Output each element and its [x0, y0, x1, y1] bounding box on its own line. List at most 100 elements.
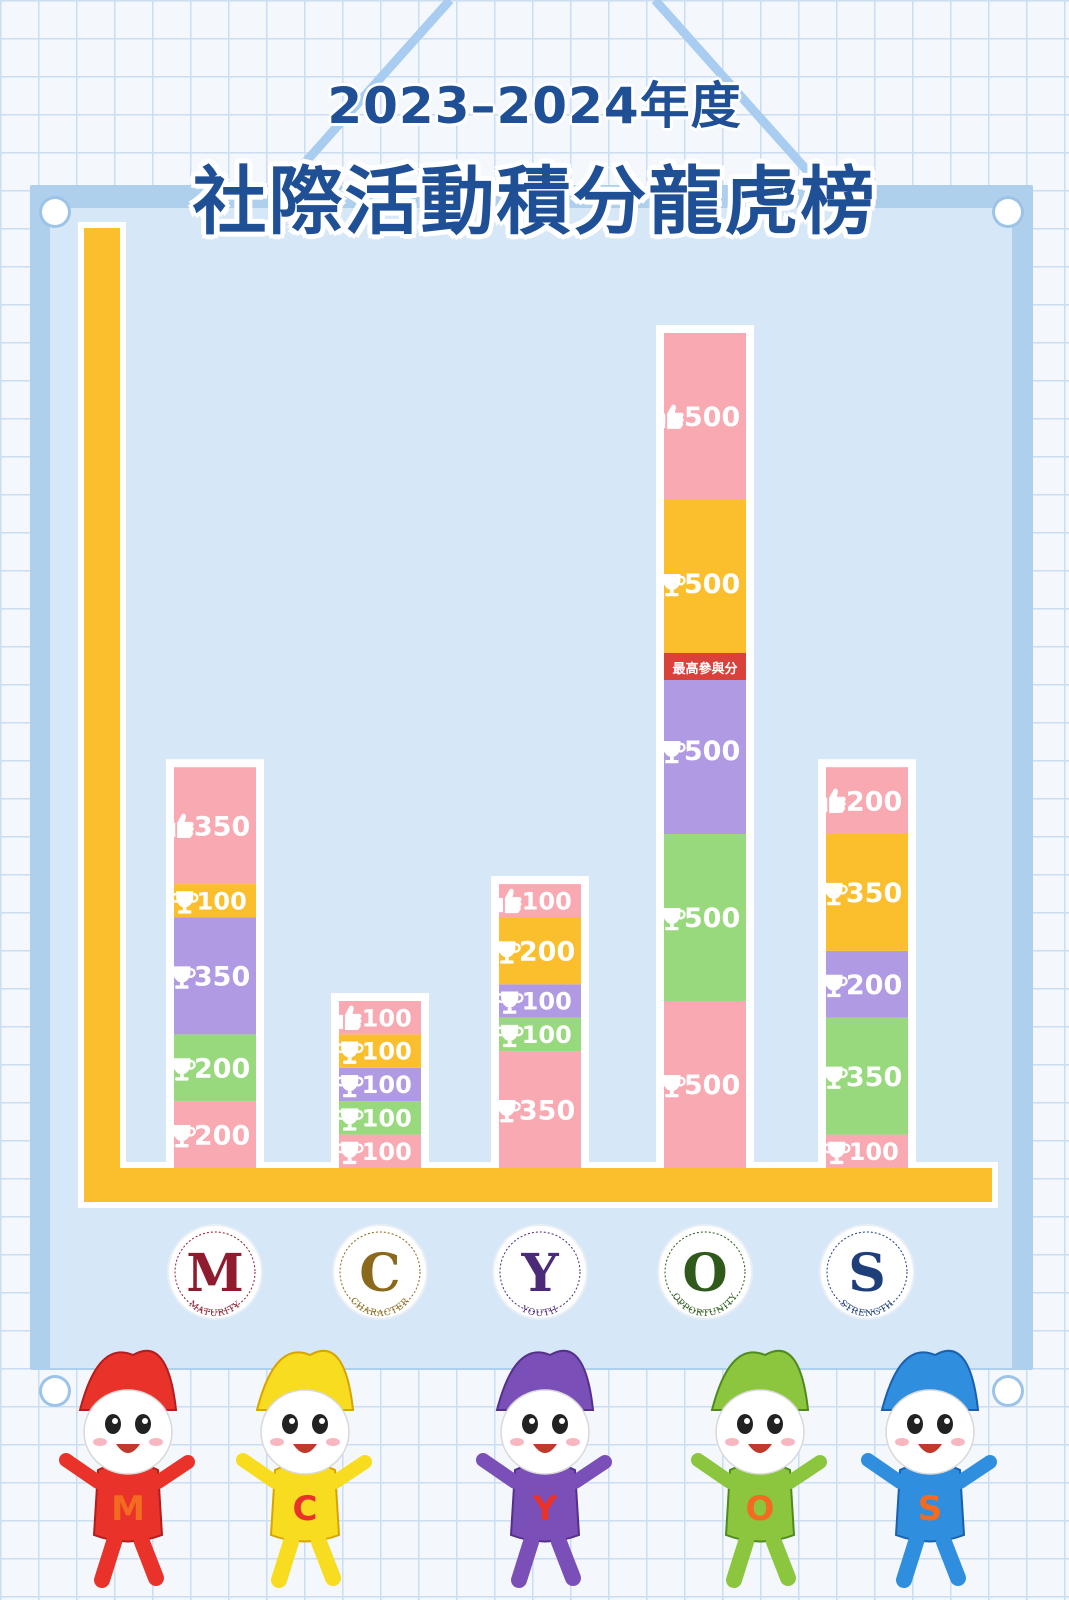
- segment-value-label: 100: [522, 1021, 572, 1049]
- bar-segment: 100: [335, 1067, 421, 1102]
- segment-value-label: 500: [684, 903, 740, 934]
- bar-segment: 200: [822, 767, 908, 834]
- mascot-m: M: [59, 1349, 195, 1588]
- top-participation-badge: 最高參與分: [664, 653, 746, 680]
- mascot-letter: O: [746, 1489, 775, 1529]
- bar-segment: 100: [338, 1001, 421, 1035]
- bar-segment: 100: [495, 1017, 581, 1052]
- trophy-icon: [335, 1041, 364, 1064]
- segment-value-label: 350: [846, 878, 902, 909]
- house-word: YOUTH: [519, 1304, 560, 1319]
- trophy-icon: [658, 740, 686, 764]
- segment-value-label: 350: [194, 962, 250, 993]
- bar-segment: 100: [335, 1134, 421, 1168]
- bar-segment: 200: [168, 1101, 256, 1168]
- bar-segment: 350: [170, 767, 256, 885]
- bar-segment: 350: [493, 1051, 581, 1168]
- pin-bottom-left: [42, 1378, 68, 1404]
- mascot-letter: C: [293, 1489, 318, 1529]
- mascot-c: C: [236, 1349, 372, 1588]
- segment-value-label: 200: [846, 970, 902, 1001]
- trophy-icon: [168, 1058, 196, 1081]
- bar-segment: 100: [335, 1034, 421, 1068]
- trophy-icon: [658, 573, 686, 597]
- bar-c: 100 100 100 100 100: [331, 993, 429, 1168]
- trophy-icon: [168, 966, 196, 989]
- mascot-y: Y: [476, 1349, 612, 1588]
- trophy-icon: [658, 907, 686, 931]
- segment-value-label: 100: [522, 887, 572, 915]
- bar-segment: 500: [658, 500, 746, 667]
- bar-segment: 200: [820, 950, 908, 1018]
- trophy-icon: [335, 1074, 364, 1098]
- segment-value-label: 100: [362, 1038, 412, 1066]
- thumbs-up-icon: [498, 888, 522, 914]
- trophy-icon: [495, 1024, 524, 1048]
- mascot-o: O: [691, 1349, 827, 1588]
- bar-segment: 500: [658, 1001, 746, 1168]
- thumbs-up-icon: [822, 788, 846, 813]
- segment-value-label: 100: [197, 887, 247, 915]
- segment-value-label: 500: [684, 736, 740, 767]
- bar-segment: 500: [658, 834, 746, 1001]
- trophy-icon: [493, 1100, 521, 1123]
- mascot-letter: M: [111, 1489, 145, 1529]
- segment-value-label: 350: [846, 1062, 902, 1093]
- segment-value-label: 200: [846, 786, 902, 817]
- bar-segment: 200: [168, 1034, 256, 1102]
- house-letter: Y: [520, 1243, 559, 1304]
- bar-o: 500 500 500 500 500 最高參與分: [656, 325, 754, 1168]
- y-axis: [84, 228, 120, 1202]
- page-title: 社際活動積分龍虎榜: [192, 159, 877, 245]
- bar-y: 350 100 100 200 100: [491, 876, 589, 1168]
- trophy-icon: [820, 882, 848, 906]
- house-letter: M: [186, 1243, 244, 1304]
- trophy-icon: [822, 1141, 851, 1165]
- bar-segment: 100: [335, 1101, 421, 1135]
- segment-value-label: 100: [362, 1071, 412, 1099]
- segment-value-label: 500: [684, 569, 740, 600]
- bar-segment: 100: [170, 884, 256, 918]
- title-year: 2023–2024年度: [327, 77, 742, 135]
- thumbs-up-icon: [170, 813, 194, 838]
- segment-value-label: 200: [519, 937, 575, 968]
- thumbs-up-icon: [660, 404, 684, 429]
- bar-segment: 350: [820, 1017, 908, 1135]
- bar-segment: 500: [658, 667, 746, 834]
- segment-value-label: 100: [522, 988, 572, 1016]
- pin-top-right: [995, 199, 1021, 225]
- bar-segment: 350: [168, 917, 256, 1035]
- segment-value-label: 100: [362, 1138, 412, 1166]
- segment-value-label: 500: [684, 402, 740, 433]
- house-letter: C: [359, 1243, 400, 1304]
- house-letter: O: [682, 1243, 727, 1304]
- chart-axes: [78, 222, 998, 1208]
- trophy-icon: [168, 1125, 196, 1148]
- trophy-icon: [820, 974, 848, 998]
- pin-bottom-right: [995, 1378, 1021, 1404]
- x-axis: [84, 1168, 992, 1202]
- bar-segment: 100: [822, 1134, 908, 1168]
- trophy-icon: [658, 1074, 686, 1098]
- bar-segment: 500: [660, 333, 746, 500]
- thumbs-up-icon: [338, 1005, 362, 1031]
- segment-value-label: 100: [362, 1105, 412, 1133]
- bar-m: 200 200 350 100 350: [166, 759, 264, 1168]
- segment-value-label: 200: [194, 1120, 250, 1151]
- segment-value-label: 350: [519, 1095, 575, 1126]
- mascot-letter: Y: [532, 1489, 558, 1529]
- trophy-icon: [335, 1141, 364, 1165]
- bar-segment: 350: [820, 834, 908, 951]
- segment-value-label: 500: [684, 1070, 740, 1101]
- trophy-icon: [820, 1066, 848, 1089]
- trophy-icon: [335, 1108, 364, 1131]
- trophy-icon: [170, 891, 199, 914]
- segment-value-label: 100: [849, 1138, 899, 1166]
- badge-text: 最高參與分: [672, 661, 737, 677]
